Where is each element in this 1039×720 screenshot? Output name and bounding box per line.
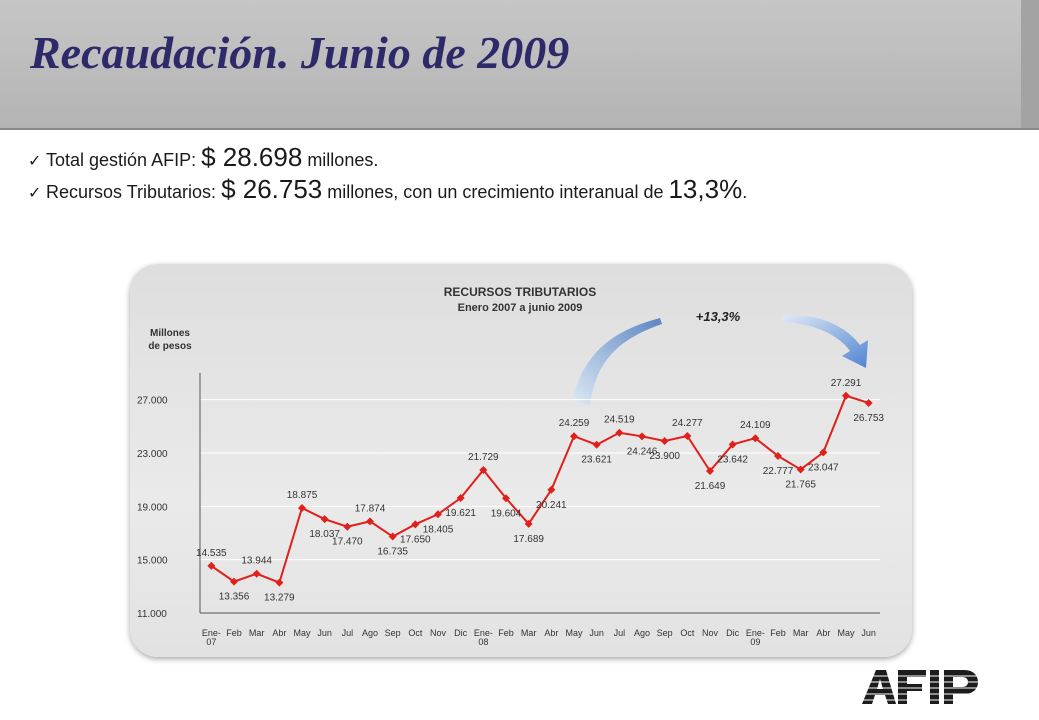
bullet-total-gestion: ✓ Total gestión AFIP: $ 28.698 millones.: [28, 142, 747, 174]
bullet-end: .: [742, 182, 748, 202]
bullet-prefix: Recursos Tributarios:: [46, 182, 222, 202]
bullet-growth-value: 13,3%: [668, 174, 743, 204]
checkmark-icon: ✓: [28, 153, 42, 170]
bullet-recursos-tributarios: ✓ Recursos Tributarios: $ 26.753 millones…: [28, 174, 747, 206]
afip-logo: [858, 670, 1006, 704]
checkmark-icon: ✓: [28, 185, 42, 202]
page-title: Recaudación. Junio de 2009: [30, 27, 570, 78]
bullet-prefix: Total gestión AFIP:: [46, 150, 202, 170]
bullet-value: $ 26.753: [221, 174, 323, 204]
bullet-suffix: millones, con un crecimiento interanual …: [322, 182, 669, 202]
bullet-list: ✓ Total gestión AFIP: $ 28.698 millones. …: [28, 142, 747, 206]
chart-card: [130, 264, 912, 657]
title-bar-accent: [1021, 0, 1039, 128]
bullet-value: $ 28.698: [201, 142, 303, 172]
title-bar: Recaudación. Junio de 2009: [0, 0, 1039, 130]
bullet-suffix: millones.: [302, 150, 379, 170]
